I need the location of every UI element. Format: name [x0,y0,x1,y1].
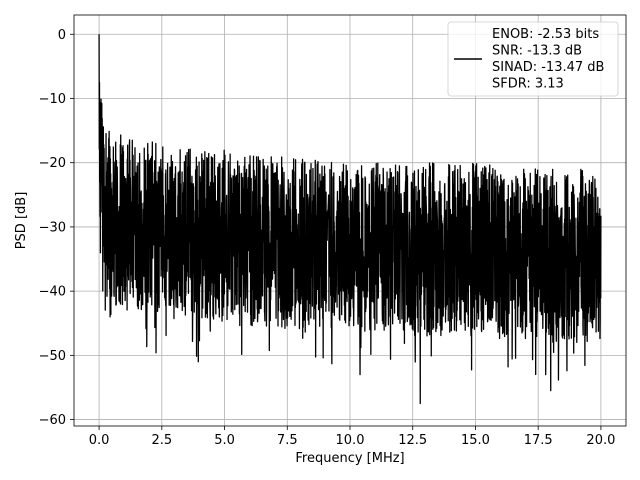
y-tick-label: −60 [39,413,66,428]
x-tick-label: 7.5 [277,433,298,448]
x-tick-label: 10.0 [336,433,365,448]
y-tick-label: −40 [39,285,66,300]
legend-enob-text: ENOB: -2.53 bits [492,27,599,42]
y-tick-label: −10 [39,92,66,107]
x-axis-ticks: 0.0 2.5 5.0 7.5 10.0 12.5 15.0 17.5 20.0 [89,426,615,448]
y-axis-ticks: 0 −10 −20 −30 −40 −50 −60 [39,28,74,428]
x-axis-label: Frequency [MHz] [295,451,404,466]
x-tick-label: 20.0 [586,433,615,448]
y-tick-label: −50 [39,349,66,364]
plot-area [98,34,602,405]
legend-sfdr-text: SFDR: 3.13 [492,77,564,92]
legend-box [447,21,619,97]
legend: ENOB: -2.53 bits SNR: -13.3 dB SINAD: -1… [447,21,619,97]
psd-series-line [98,34,602,405]
y-axis-label: PSD [dB] [14,192,29,250]
x-tick-label: 17.5 [524,433,553,448]
y-tick-label: −30 [39,220,66,235]
y-tick-label: 0 [58,28,66,43]
y-tick-label: −20 [39,156,66,171]
x-tick-label: 0.0 [89,433,110,448]
x-tick-label: 12.5 [398,433,427,448]
x-tick-label: 2.5 [151,433,172,448]
legend-sinad-text: SINAD: -13.47 dB [492,60,604,75]
x-tick-label: 5.0 [214,433,235,448]
x-tick-label: 15.0 [461,433,490,448]
legend-snr-text: SNR: -13.3 dB [492,44,582,59]
